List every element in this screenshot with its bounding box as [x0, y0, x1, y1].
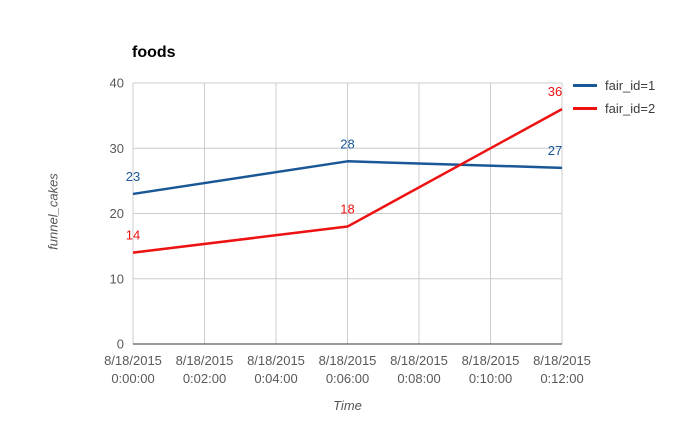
y-tick-label: 30: [110, 141, 124, 156]
y-tick-label: 40: [110, 76, 124, 91]
data-point-label: 14: [126, 228, 140, 243]
data-point-label: 18: [340, 202, 354, 217]
legend-item-fair-id-1[interactable]: fair_id=1: [573, 77, 655, 94]
x-tick-date-label: 8/18/2015: [533, 353, 591, 368]
x-tick-time-label: 0:06:00: [326, 371, 369, 386]
data-point-label: 28: [340, 136, 354, 151]
legend-label-series1: fair_id=1: [605, 78, 656, 93]
series-line-2: [132, 108, 563, 254]
x-tick-time-label: 0:10:00: [469, 371, 512, 386]
x-tick-date-label: 8/18/2015: [462, 353, 520, 368]
x-tick-date-label: 8/18/2015: [247, 353, 305, 368]
x-tick-time-label: 0:08:00: [397, 371, 440, 386]
x-tick-time-label: 0:12:00: [540, 371, 583, 386]
x-tick-date-label: 8/18/2015: [390, 353, 448, 368]
data-point-label: 23: [126, 169, 140, 184]
x-tick-time-label: 0:04:00: [254, 371, 297, 386]
data-point-label: 27: [548, 143, 562, 158]
legend-swatch-series2-icon: [573, 107, 597, 110]
chart-title: foods: [132, 44, 176, 61]
legend-swatch-series1-icon: [573, 84, 597, 87]
x-axis-title: Time: [333, 398, 362, 413]
legend-label-series2: fair_id=2: [605, 101, 656, 116]
x-tick-date-label: 8/18/2015: [176, 353, 234, 368]
y-tick-label: 0: [117, 337, 124, 352]
legend-item-fair-id-2[interactable]: fair_id=2: [573, 100, 655, 117]
x-tick-time-label: 0:00:00: [111, 371, 154, 386]
x-tick-time-label: 0:02:00: [183, 371, 226, 386]
y-axis-title: funnel_cakes: [45, 173, 61, 250]
y-tick-label: 20: [110, 206, 124, 221]
data-point-label: 36: [548, 84, 562, 99]
legend: fair_id=1 fair_id=2: [573, 77, 655, 123]
y-tick-label: 10: [110, 271, 124, 286]
x-tick-date-label: 8/18/2015: [104, 353, 162, 368]
series-line-1: [132, 160, 563, 196]
x-tick-date-label: 8/18/2015: [319, 353, 377, 368]
